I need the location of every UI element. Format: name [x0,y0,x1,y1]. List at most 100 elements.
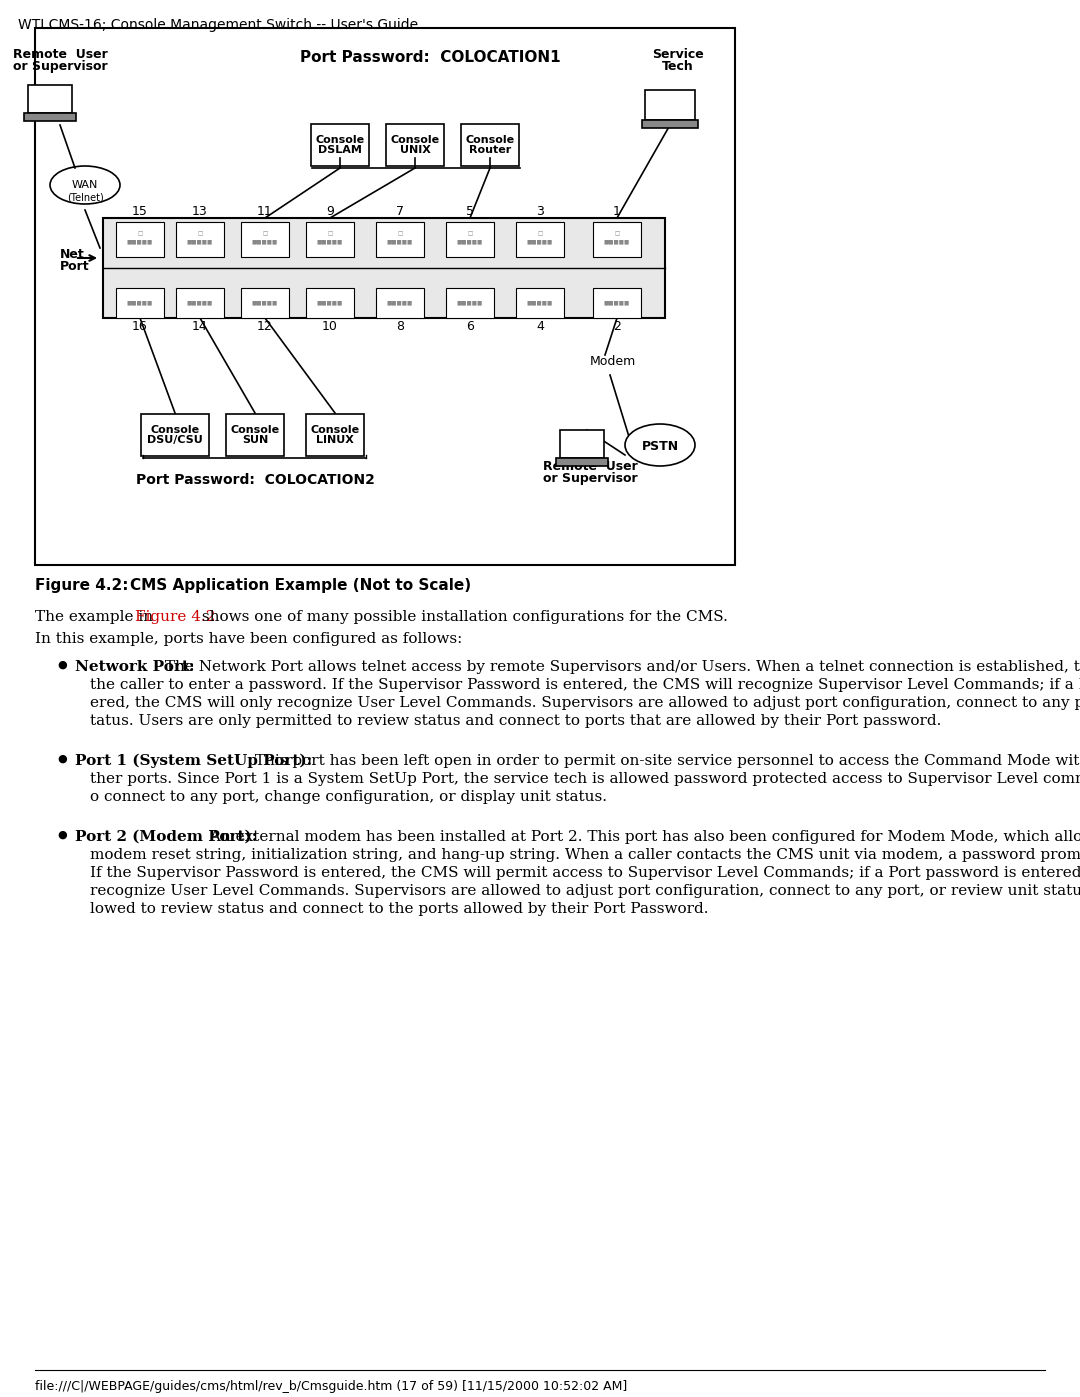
Text: DSLAM: DSLAM [319,145,362,155]
Bar [561,430,604,458]
Bar [376,222,424,257]
Text: 13: 13 [192,205,207,218]
Bar [311,124,369,166]
Text: Console: Console [150,425,200,434]
Bar [103,218,665,319]
Text: 6: 6 [467,320,474,332]
Text: the caller to enter a password. If the Supervisor Password is entered, the CMS w: the caller to enter a password. If the S… [90,678,1080,692]
Text: PSTN: PSTN [642,440,678,453]
Text: 2: 2 [613,320,621,332]
Text: □: □ [468,232,473,236]
Text: □: □ [615,232,620,236]
Text: 14: 14 [192,320,207,332]
Text: ●: ● [57,754,67,764]
Text: The Network Port allows telnet access by remote Supervisors and/or Users. When a: The Network Port allows telnet access by… [160,659,1080,673]
Text: In this example, ports have been configured as follows:: In this example, ports have been configu… [35,631,462,645]
Bar [176,222,224,257]
Bar [116,222,164,257]
Text: ●: ● [57,830,67,840]
Text: WAN: WAN [71,180,98,190]
Text: ■■■■■: ■■■■■ [252,300,279,306]
Text: ■■■■■: ■■■■■ [316,239,343,244]
Text: Net: Net [60,249,84,261]
Text: Console: Console [310,425,360,434]
Text: ■■■■■: ■■■■■ [457,239,483,244]
Bar [306,414,364,455]
Text: 3: 3 [536,205,544,218]
Bar [593,222,642,257]
Text: or Supervisor: or Supervisor [542,472,637,485]
Text: Network Port:: Network Port: [75,659,194,673]
Text: Figure 4.2:: Figure 4.2: [35,578,145,592]
Text: WTI CMS-16; Console Management Switch -- User's Guide: WTI CMS-16; Console Management Switch --… [18,18,418,32]
Text: Remote  User: Remote User [13,47,107,61]
Text: ered, the CMS will only recognize User Level Commands. Supervisors are allowed t: ered, the CMS will only recognize User L… [90,696,1080,710]
Text: CMS Application Example (Not to Scale): CMS Application Example (Not to Scale) [130,578,471,592]
Bar [446,222,494,257]
Text: LINUX: LINUX [316,434,354,446]
Bar [24,113,76,122]
Text: Port Password:  COLOCATION1: Port Password: COLOCATION1 [299,50,561,66]
Text: 5: 5 [465,205,474,218]
Bar [141,414,210,455]
Text: ■■■■■: ■■■■■ [604,300,630,306]
Text: ■■■■■: ■■■■■ [457,300,483,306]
Text: ■■■■■: ■■■■■ [126,300,153,306]
Text: □: □ [137,232,143,236]
Text: Figure 4.2: Figure 4.2 [135,610,216,624]
Text: Service: Service [652,47,704,61]
Text: Port Password:  COLOCATION2: Port Password: COLOCATION2 [136,474,375,488]
Bar [241,222,289,257]
Text: ■■■■■: ■■■■■ [387,239,414,244]
Text: UNIX: UNIX [400,145,431,155]
Text: file:///C|/WEBPAGE/guides/cms/html/rev_b/Cmsguide.htm (17 of 59) [11/15/2000 10:: file:///C|/WEBPAGE/guides/cms/html/rev_b… [35,1380,627,1393]
Text: 1: 1 [613,205,621,218]
Text: □: □ [327,232,333,236]
Text: The example in: The example in [35,610,158,624]
Bar [35,28,735,564]
Text: Router: Router [469,145,511,155]
Text: 10: 10 [322,320,338,332]
Text: ■■■■■: ■■■■■ [527,300,553,306]
Text: ■■■■■: ■■■■■ [316,300,343,306]
Text: ■■■■■: ■■■■■ [126,239,153,244]
Bar [226,414,284,455]
Bar [386,124,444,166]
Bar [593,288,642,319]
Text: ■■■■■: ■■■■■ [187,300,213,306]
Text: (Telnet): (Telnet) [67,191,104,203]
Text: Modem: Modem [590,355,636,367]
Bar [642,120,698,129]
Text: Port 2 (Modem Port):: Port 2 (Modem Port): [75,830,257,844]
Text: ■■■■■: ■■■■■ [527,239,553,244]
Text: 12: 12 [257,320,273,332]
Text: □: □ [397,232,403,236]
Bar [306,222,354,257]
Bar [446,288,494,319]
Text: This port has been left open in order to permit on-site service personnel to acc: This port has been left open in order to… [251,754,1080,768]
Text: Console: Console [230,425,280,434]
Text: □: □ [262,232,268,236]
Text: ●: ● [57,659,67,671]
Text: Remote  User: Remote User [542,460,637,474]
Text: Console: Console [465,136,514,145]
Text: If the Supervisor Password is entered, the CMS will permit access to Supervisor : If the Supervisor Password is entered, t… [90,866,1080,880]
Text: Console: Console [391,136,440,145]
Text: lowed to review status and connect to the ports allowed by their Port Password.: lowed to review status and connect to th… [90,902,708,916]
Text: recognize User Level Commands. Supervisors are allowed to adjust port configurat: recognize User Level Commands. Superviso… [90,884,1080,898]
Text: Tech: Tech [662,60,693,73]
Text: 15: 15 [132,205,148,218]
Bar [516,222,564,257]
Text: tatus. Users are only permitted to review status and connect to ports that are a: tatus. Users are only permitted to revie… [90,714,942,728]
Bar [28,85,72,113]
Text: 4: 4 [536,320,544,332]
Text: ■■■■■: ■■■■■ [187,239,213,244]
Text: o connect to any port, change configuration, or display unit status.: o connect to any port, change configurat… [90,789,607,805]
Bar [116,288,164,319]
Text: ■■■■■: ■■■■■ [387,300,414,306]
Text: 16: 16 [132,320,148,332]
Text: 11: 11 [257,205,273,218]
Text: or Supervisor: or Supervisor [13,60,107,73]
Bar [516,288,564,319]
Ellipse shape [50,166,120,204]
